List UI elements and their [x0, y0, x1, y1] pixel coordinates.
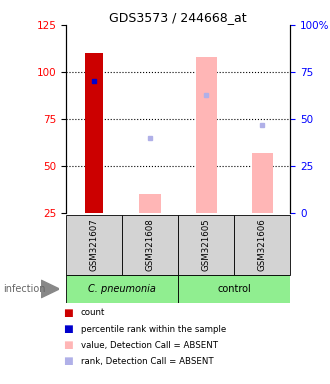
Text: GSM321605: GSM321605	[202, 218, 211, 271]
Text: GSM321608: GSM321608	[146, 218, 155, 271]
Title: GDS3573 / 244668_at: GDS3573 / 244668_at	[109, 11, 247, 24]
Text: infection: infection	[3, 284, 46, 294]
Text: ■: ■	[63, 340, 73, 350]
Bar	[234, 215, 290, 275]
Polygon shape	[41, 280, 59, 298]
Bar	[140, 194, 161, 213]
Text: GSM321606: GSM321606	[258, 218, 267, 271]
Text: percentile rank within the sample: percentile rank within the sample	[81, 324, 226, 334]
Bar	[196, 57, 217, 213]
Bar	[85, 53, 103, 213]
Text: C. pneumonia: C. pneumonia	[88, 284, 156, 294]
Text: value, Detection Call = ABSENT: value, Detection Call = ABSENT	[81, 341, 218, 350]
Bar	[178, 215, 234, 275]
Text: rank, Detection Call = ABSENT: rank, Detection Call = ABSENT	[81, 357, 214, 366]
Text: GSM321607: GSM321607	[89, 218, 99, 271]
Text: ■: ■	[63, 308, 73, 318]
Bar	[252, 153, 273, 213]
Bar	[66, 215, 122, 275]
Bar	[178, 275, 290, 303]
Text: ■: ■	[63, 324, 73, 334]
Bar	[122, 215, 178, 275]
Text: ■: ■	[63, 356, 73, 366]
Text: control: control	[217, 284, 251, 294]
Bar	[66, 275, 178, 303]
Text: count: count	[81, 308, 105, 318]
